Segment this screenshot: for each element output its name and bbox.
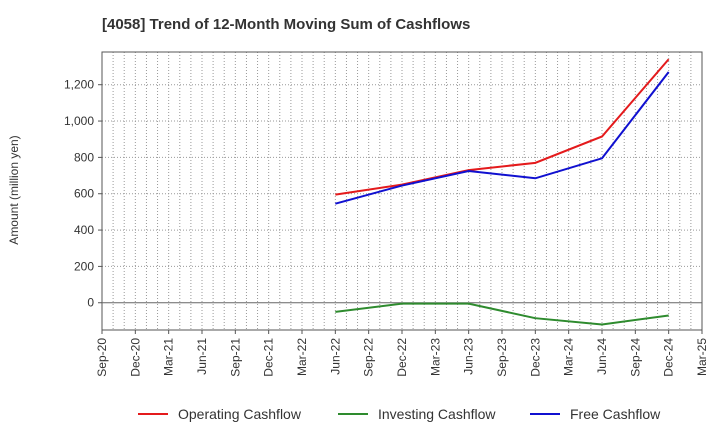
series-line-investing-cashflow bbox=[335, 302, 669, 326]
x-tick-label: Mar-24 bbox=[562, 338, 576, 376]
x-tick-label: Dec-21 bbox=[262, 338, 276, 377]
y-axis-label: Amount (million yen) bbox=[7, 135, 21, 244]
x-tick-label: Jun-24 bbox=[595, 338, 609, 375]
x-tick-label: Dec-20 bbox=[128, 338, 142, 377]
x-tick-label: Dec-22 bbox=[395, 338, 409, 377]
legend: Operating Cashflow Investing Cashflow Free… bbox=[138, 406, 661, 422]
x-tick-label: Sep-23 bbox=[495, 338, 509, 377]
x-tick-label: Mar-22 bbox=[295, 338, 309, 376]
y-tick-label: 200 bbox=[74, 259, 94, 273]
y-tick-labels: 0 200 400 600 800 1,000 1,200 bbox=[64, 78, 102, 310]
legend-label: Free Cashflow bbox=[570, 406, 661, 422]
series-line-operating-cashflow bbox=[335, 58, 670, 196]
x-tick-label: Jun-23 bbox=[462, 338, 476, 375]
chart-title: [4058] Trend of 12-Month Moving Sum of C… bbox=[102, 16, 471, 33]
legend-label: Operating Cashflow bbox=[178, 406, 302, 422]
y-tick-label: 0 bbox=[87, 296, 94, 310]
x-tick-label: Mar-23 bbox=[428, 338, 442, 376]
y-tick-label: 1,000 bbox=[64, 114, 94, 128]
grid-layer bbox=[102, 52, 702, 330]
x-tick-label: Jun-22 bbox=[328, 338, 342, 375]
x-tick-labels: Sep-20 Dec-20 Mar-21 Jun-21 Sep-21 Dec-21 Mar-… bbox=[95, 330, 709, 377]
x-tick-label: Sep-21 bbox=[228, 338, 242, 377]
series-line-free-cashflow bbox=[335, 71, 670, 205]
series-layer bbox=[335, 58, 670, 326]
legend-label: Investing Cashflow bbox=[378, 406, 496, 422]
y-tick-label: 600 bbox=[74, 187, 94, 201]
y-tick-label: 1,200 bbox=[64, 78, 94, 92]
y-tick-label: 400 bbox=[74, 223, 94, 237]
x-tick-label: Dec-24 bbox=[662, 338, 676, 377]
x-tick-label: Mar-21 bbox=[162, 338, 176, 376]
x-tick-label: Sep-24 bbox=[628, 338, 642, 377]
x-tick-label: Dec-23 bbox=[528, 338, 542, 377]
x-tick-label: Sep-20 bbox=[95, 338, 109, 377]
x-tick-label: Mar-25 bbox=[695, 338, 709, 376]
x-tick-label: Jun-21 bbox=[195, 338, 209, 375]
y-tick-label: 800 bbox=[74, 150, 94, 164]
x-tick-label: Sep-22 bbox=[362, 338, 376, 377]
